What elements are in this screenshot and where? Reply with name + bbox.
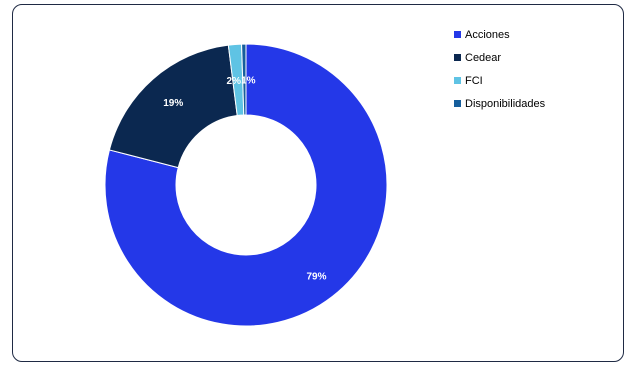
legend-label-fci: FCI (465, 74, 483, 87)
legend-swatch-cedear (454, 54, 461, 61)
chart-legend: Acciones Cedear FCI Disponibilidades (454, 29, 545, 121)
legend-item-acciones: Acciones (454, 28, 545, 41)
legend-label-cedear: Cedear (465, 51, 502, 64)
legend-swatch-disponibilidades (454, 100, 461, 107)
legend-swatch-acciones (454, 31, 461, 38)
legend-item-cedear: Cedear (454, 51, 545, 64)
legend-item-disponibilidades: Disponibilidades (454, 97, 546, 110)
data-label-disponibilidades: 1% (241, 76, 256, 87)
legend-swatch-fci (454, 77, 461, 84)
slice-acciones (104, 43, 388, 327)
legend-label-acciones: Acciones (465, 28, 510, 41)
data-label-acciones: 79% (306, 271, 326, 282)
data-label-fci: 2% (227, 76, 242, 87)
slice-disponibilidades (241, 43, 247, 116)
legend-item-fci: FCI (454, 74, 545, 87)
data-label-cedear: 19% (163, 98, 183, 109)
slice-cedear (108, 44, 238, 169)
legend-label-disponibilidades: Disponibilidades (465, 97, 546, 110)
